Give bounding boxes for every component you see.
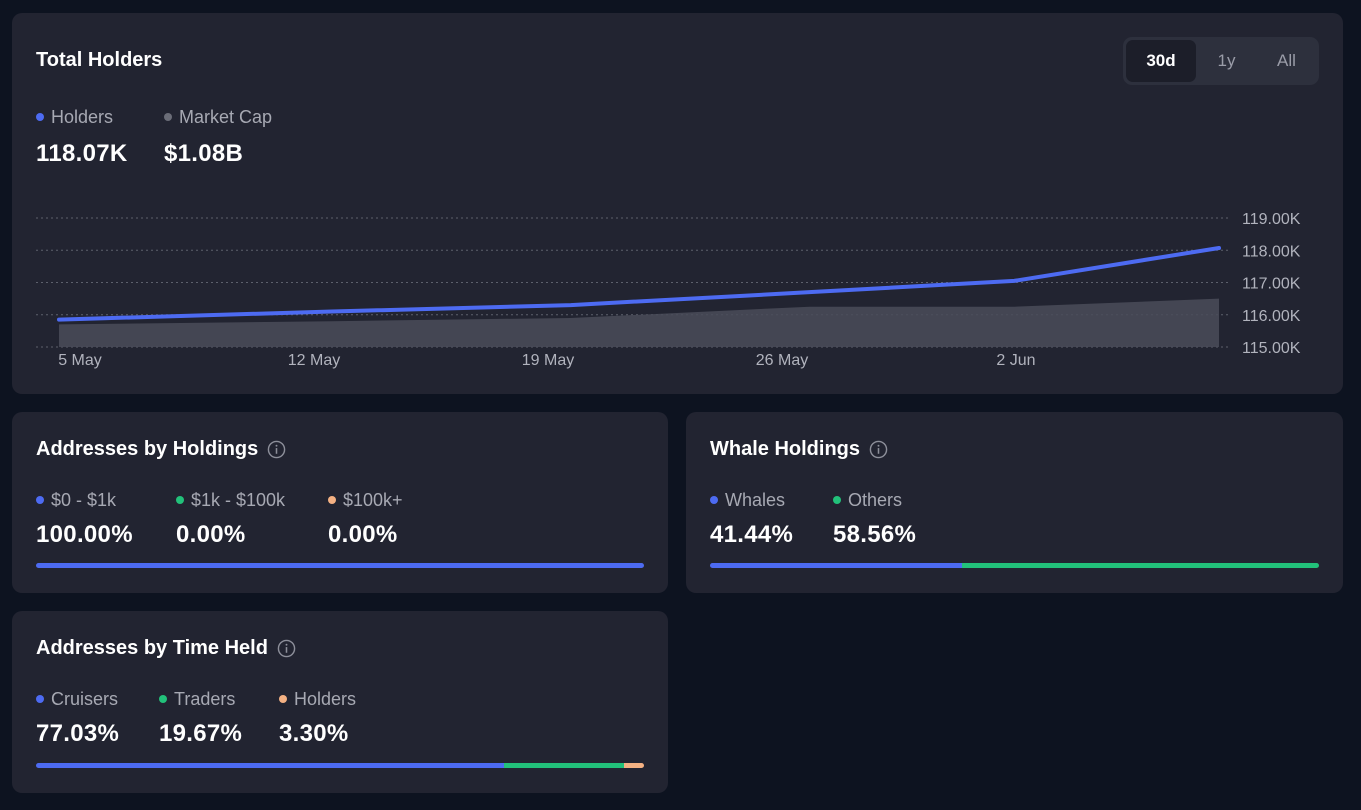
market-cap-area-path	[59, 298, 1219, 347]
legend-100k-plus: $100k+ 0.00%	[328, 489, 403, 549]
total-holders-title: Total Holders	[36, 49, 163, 71]
dot-icon	[279, 695, 287, 703]
dot-icon	[176, 496, 184, 504]
bar-segment-0	[36, 563, 644, 568]
legend-traders: Traders 19.67%	[159, 688, 242, 748]
legend-holders: Holders 118.07K	[36, 106, 128, 168]
legend-label-text: $1k - $100k	[191, 489, 286, 510]
holdings-title: Addresses by Holdings	[36, 438, 259, 460]
range-selector: 30d 1y All	[1123, 37, 1319, 85]
dot-icon	[36, 113, 44, 121]
legend-value: 58.56%	[833, 521, 917, 548]
legend-whales: Whales 41.44%	[710, 489, 793, 549]
x-tick-label: 19 May	[522, 352, 574, 369]
whale-title: Whale Holdings	[710, 438, 860, 460]
dot-icon	[36, 695, 44, 703]
whale-holdings-card: Whale Holdings Whales 41.44% Others 58.5…	[686, 412, 1343, 593]
holdings-distribution-bar	[36, 563, 644, 568]
market-cap-area	[59, 298, 1219, 347]
y-tick-label: 117.00K	[1242, 276, 1301, 293]
time-distribution-bar	[36, 763, 644, 768]
bar-segment-2	[623, 763, 644, 768]
legend-label-text: $0 - $1k	[51, 489, 117, 510]
legend-market-cap-value: $1.08B	[164, 140, 244, 167]
legend-label: $1k - $100k	[176, 489, 285, 511]
legend-label: Others	[833, 489, 916, 511]
legend-label: Whales	[710, 489, 793, 511]
legend-value: 41.44%	[710, 521, 794, 548]
card-title: Addresses by Time Held	[36, 637, 296, 660]
legend-holders-value: 118.07K	[36, 140, 128, 167]
bar-segment-0	[36, 763, 505, 768]
addresses-by-holdings-card: Addresses by Holdings $0 - $1k 100.00% $…	[12, 412, 668, 593]
legend-value: 0.00%	[328, 521, 398, 548]
legend-label: $100k+	[328, 489, 403, 511]
legend-label-text: Cruisers	[51, 688, 119, 709]
y-tick-label: 116.00K	[1242, 308, 1301, 325]
bar-segment-1	[962, 563, 1319, 568]
addresses-by-time-card: Addresses by Time Held Cruisers 77.03% T…	[12, 611, 668, 793]
legend-label-text: Whales	[725, 489, 786, 510]
dot-icon	[328, 496, 336, 504]
y-tick-label: 118.00K	[1242, 243, 1301, 260]
info-icon[interactable]	[267, 440, 286, 459]
legend-0-1k: $0 - $1k 100.00%	[36, 489, 133, 549]
x-tick-label: 26 May	[756, 352, 808, 369]
dot-icon	[164, 113, 172, 121]
dot-icon	[833, 496, 841, 504]
x-tick-label: 12 May	[288, 352, 340, 369]
holders-line	[57, 245, 1221, 322]
legend-label-text: Holders	[294, 688, 357, 709]
dot-icon	[159, 695, 167, 703]
card-title: Whale Holdings	[710, 438, 888, 461]
legend-label-text: Others	[848, 489, 903, 510]
legend-value: 100.00%	[36, 521, 133, 548]
range-30d-button[interactable]: 30d	[1126, 40, 1196, 82]
dot-icon	[710, 496, 718, 504]
info-icon[interactable]	[277, 639, 296, 658]
holders-line-path	[57, 245, 1221, 322]
dot-icon	[36, 496, 44, 504]
holders-chart: 119.00K 118.00K 117.00K 116.00K 115.00K 5 Ma…	[36, 211, 1301, 369]
whale-distribution-bar	[710, 563, 1319, 568]
bar-segment-0	[710, 563, 963, 568]
legend-value: 0.00%	[176, 521, 246, 548]
legend-label: Traders	[159, 688, 242, 710]
card-title: Addresses by Holdings	[36, 438, 286, 461]
card-title: Total Holders	[36, 49, 162, 72]
legend-value: 19.67%	[159, 720, 243, 747]
range-all-button[interactable]: All	[1277, 51, 1296, 70]
legend-cruisers: Cruisers 77.03%	[36, 688, 119, 748]
y-axis: 119.00K 118.00K 117.00K 116.00K 115.00K	[1242, 211, 1301, 357]
legend-label: Holders	[279, 688, 356, 710]
legend-label: $0 - $1k	[36, 489, 133, 511]
legend-others: Others 58.56%	[833, 489, 916, 549]
y-tick-label: 119.00K	[1242, 211, 1301, 228]
legend-value: 3.30%	[279, 720, 349, 747]
legend-label: Cruisers	[36, 688, 119, 710]
total-holders-card: Total Holders 30d 1y All Holders 118.07K…	[12, 13, 1343, 394]
legend-market-cap: Market Cap $1.08B	[164, 106, 272, 168]
legend-market-cap-label: Market Cap	[179, 106, 273, 127]
legend-holders-time: Holders 3.30%	[279, 688, 356, 748]
x-axis: 5 May 12 May 19 May 26 May 2 Jun	[58, 352, 1035, 369]
x-tick-label: 5 May	[58, 352, 102, 369]
legend-value: 77.03%	[36, 720, 120, 747]
legend-label: Holders	[36, 106, 128, 128]
range-1y-button[interactable]: 1y	[1217, 51, 1236, 70]
legend-holders-label: Holders	[51, 106, 114, 127]
legend-label: Market Cap	[164, 106, 272, 128]
time-title: Addresses by Time Held	[36, 637, 268, 659]
legend-label-text: $100k+	[343, 489, 403, 510]
info-icon[interactable]	[869, 440, 888, 459]
legend-label-text: Traders	[174, 688, 236, 709]
bar-segment-1	[504, 763, 624, 768]
legend-1k-100k: $1k - $100k 0.00%	[176, 489, 285, 549]
x-tick-label: 2 Jun	[996, 352, 1035, 369]
y-tick-label: 115.00K	[1242, 340, 1301, 357]
